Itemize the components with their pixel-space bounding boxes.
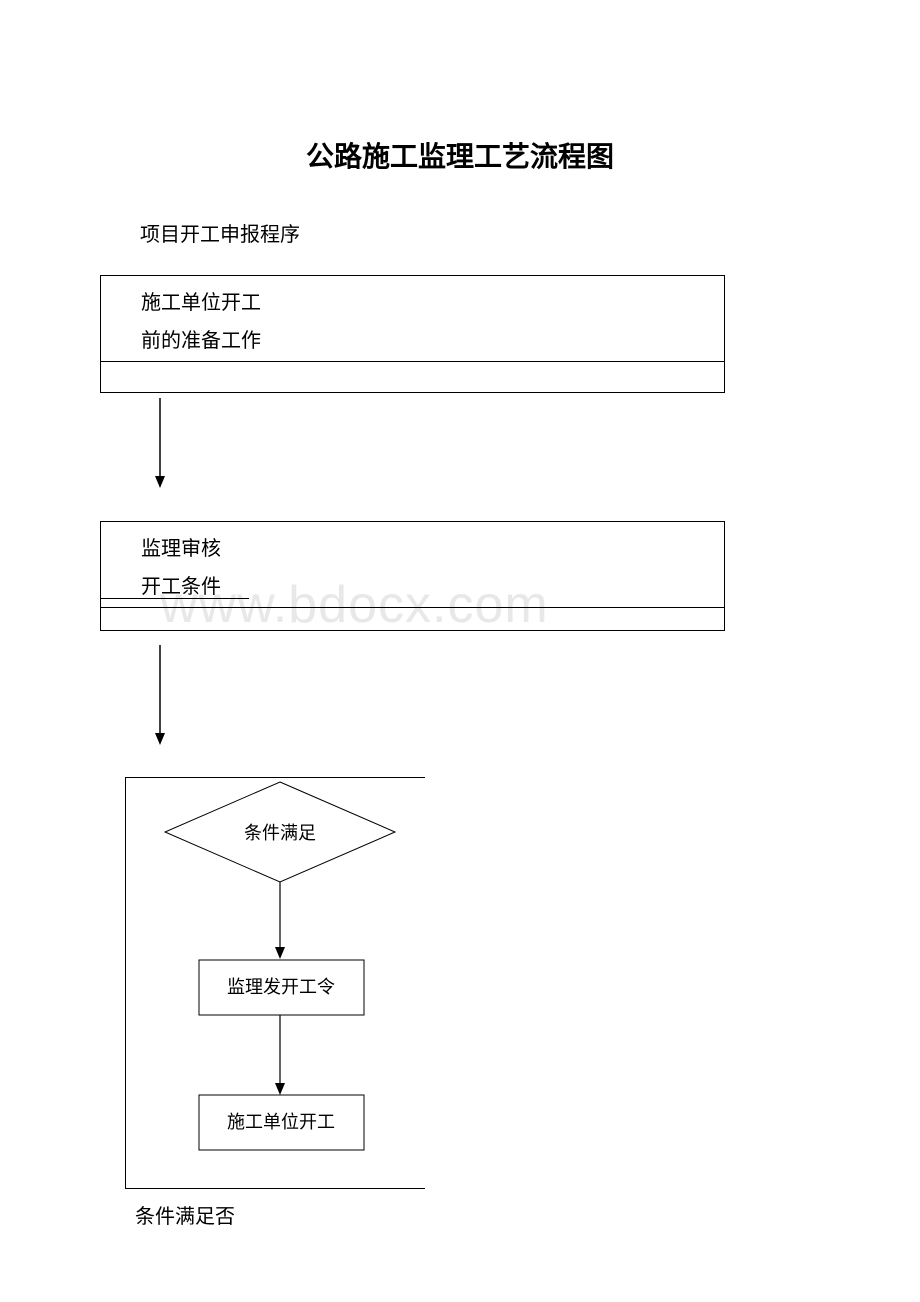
- process-box-2: 监理审核 开工条件: [100, 521, 725, 631]
- decision-label: 条件满足: [244, 823, 316, 843]
- flowchart-svg: 条件满足 监理发开工令 施工单位开工: [125, 777, 445, 1197]
- arrow-1: [150, 398, 170, 493]
- process-order-label: 监理发开工令: [227, 977, 335, 997]
- process-box-1-line1: 施工单位开工: [141, 284, 261, 322]
- process-box-2-text: 监理审核 开工条件: [141, 530, 221, 606]
- process-box-1-line2: 前的准备工作: [141, 322, 261, 360]
- process-box-2-line1: 监理审核: [141, 530, 221, 568]
- box1-divider: [101, 361, 724, 362]
- document-subtitle: 项目开工申报程序: [140, 218, 300, 247]
- document-title: 公路施工监理工艺流程图: [0, 135, 920, 175]
- bottom-condition-label: 条件满足否: [135, 1200, 235, 1229]
- box2-divider-top: [101, 598, 249, 599]
- process-box-2-line2: 开工条件: [141, 568, 221, 606]
- process-box-1: 施工单位开工 前的准备工作: [100, 275, 725, 393]
- box2-divider-bottom: [101, 607, 724, 608]
- process-start-label: 施工单位开工: [227, 1112, 335, 1132]
- process-box-1-text: 施工单位开工 前的准备工作: [141, 284, 261, 360]
- arrow-2: [150, 645, 170, 750]
